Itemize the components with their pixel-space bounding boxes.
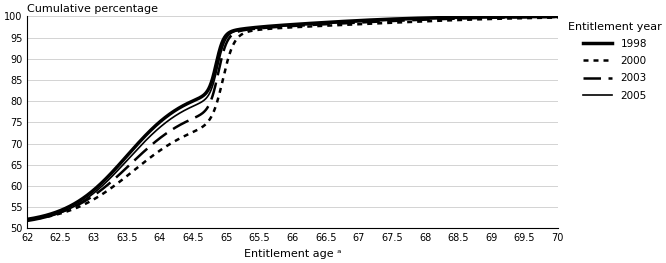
Text: Cumulative percentage: Cumulative percentage [27,4,159,14]
2003 [281,25,289,28]
2000 [281,26,289,29]
Line: 1998: 1998 [27,17,557,219]
2000 [51,214,59,217]
2000 [538,16,546,19]
1998 [51,211,59,214]
1998 [553,15,561,18]
2000 [267,27,275,30]
2003 [538,16,546,19]
1998 [281,23,289,27]
2003 [538,16,546,19]
2005 [23,220,31,223]
2003 [51,213,59,216]
1998 [538,15,546,18]
2000 [23,218,31,221]
2000 [553,16,561,19]
1998 [441,16,449,19]
Line: 2003: 2003 [27,17,557,220]
X-axis label: Entitlement age ᵃ: Entitlement age ᵃ [244,249,341,259]
2003 [553,15,561,18]
2000 [538,16,546,19]
2005 [553,15,561,18]
Line: 2005: 2005 [27,17,557,221]
2005 [538,15,546,18]
Legend: 1998, 2000, 2003, 2005: 1998, 2000, 2003, 2005 [568,22,662,101]
2005 [441,17,449,20]
1998 [23,218,31,221]
2005 [51,213,59,216]
1998 [538,15,546,18]
2003 [267,26,275,29]
Line: 2000: 2000 [27,18,557,220]
2005 [281,24,289,27]
2000 [441,19,449,22]
2005 [538,15,546,18]
2003 [23,218,31,221]
2005 [267,25,275,28]
2003 [441,17,449,21]
1998 [267,24,275,28]
